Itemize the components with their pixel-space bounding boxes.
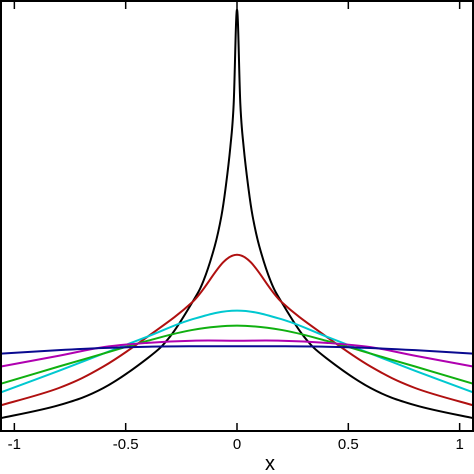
x-tick-label: 0.5	[338, 436, 359, 453]
x-axis-label: x	[265, 453, 275, 474]
x-tick-label: -0.5	[113, 436, 139, 453]
series-line-2	[0, 253, 474, 407]
plot-frame	[0, 0, 474, 432]
x-tick-label: 0	[233, 436, 241, 453]
series-line-6	[0, 345, 474, 355]
x-tick-labels: -1 -0.5 0 0.5 1	[8, 436, 464, 453]
tick-marks	[13, 1, 461, 431]
series-line-3	[0, 309, 474, 394]
x-tick-label: -1	[8, 436, 21, 453]
series-line-4	[0, 324, 474, 385]
series-lines	[0, 8, 474, 420]
series-line-1	[0, 8, 474, 420]
x-tick-label: 1	[455, 436, 463, 453]
